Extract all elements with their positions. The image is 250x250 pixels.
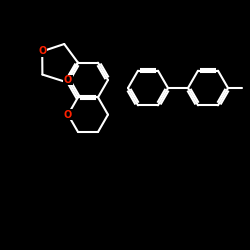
Text: O: O bbox=[64, 110, 72, 120]
Text: O: O bbox=[38, 46, 46, 56]
Text: O: O bbox=[64, 75, 72, 85]
